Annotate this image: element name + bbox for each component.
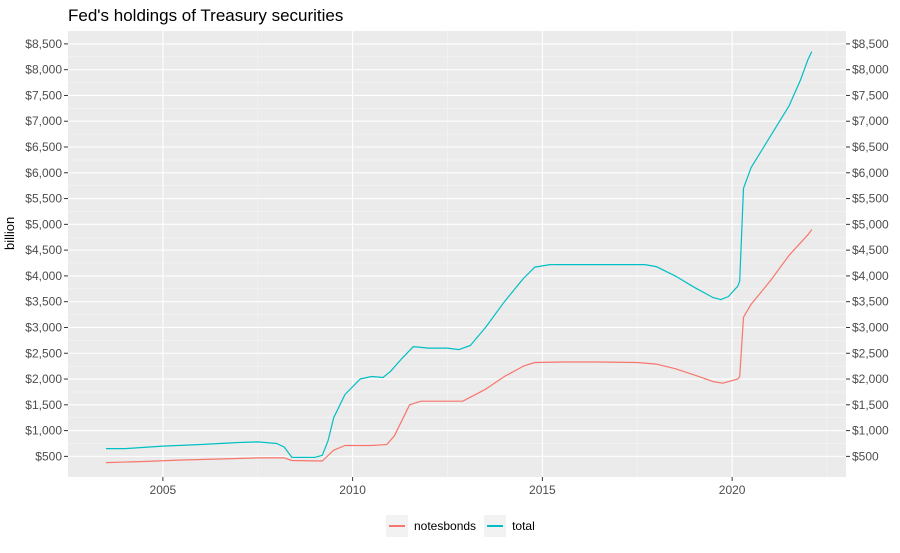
y-tick-label: $1,500 [25,398,62,412]
y2-tick-label: $6,500 [852,140,889,154]
y-tick-label: $3,000 [25,320,62,334]
legend: notesbonds total [386,515,543,537]
x-tick-label: 2015 [529,483,556,497]
y-axis-left: $500 $1,000 $1,500 $2,000 $2,500 $3,000 $3,500… [25,37,68,463]
plot-panel [68,31,846,477]
x-tick-label: 2005 [150,483,177,497]
x-axis: 2005 2010 2015 2020 [150,477,746,497]
y2-tick-label: $1,000 [852,424,889,438]
y-tick-label: $5,000 [25,217,62,231]
legend-key [386,515,408,537]
y2-tick-label: $5,500 [852,192,889,206]
y2-tick-label: $4,000 [852,269,889,283]
y2-tick-label: $3,000 [852,320,889,334]
legend-swatch [389,525,405,527]
y-tick-label: $7,000 [25,114,62,128]
y-axis-right: $500 $1,000 $1,500 $2,000 $2,500 $3,000 $3,500… [846,37,889,463]
legend-item-notesbonds: notesbonds [386,515,476,537]
legend-swatch [487,525,504,527]
y2-tick-label: $6,000 [852,166,889,180]
y2-tick-label: $2,000 [852,372,889,386]
y2-tick-label: $1,500 [852,398,889,412]
x-tick-label: 2010 [339,483,366,497]
y-tick-label: $8,500 [25,37,62,51]
x-tick-label: 2020 [719,483,746,497]
y-tick-label: $7,500 [25,88,62,102]
y-tick-label: $4,500 [25,243,62,257]
series-line-total [106,51,813,458]
y-tick-label: $6,000 [25,166,62,180]
y-tick-label: $8,000 [25,63,62,77]
y2-tick-label: $4,500 [852,243,889,257]
y2-tick-label: $3,500 [852,295,889,309]
y-tick-label: $4,000 [25,269,62,283]
y-tick-label: $1,000 [25,424,62,438]
series-layer [105,51,813,464]
y-tick-label: $500 [35,449,62,463]
major-gridlines [68,31,846,477]
legend-label: notesbonds [414,519,477,533]
y2-tick-label: $8,500 [852,37,889,51]
legend-item-total: total [484,515,535,537]
chart-title: Fed's holdings of Treasury securities [68,6,344,25]
y-tick-label: $2,500 [25,346,62,360]
y-tick-label: $2,000 [25,372,62,386]
legend-label: total [512,519,535,533]
y2-tick-label: $5,000 [852,217,889,231]
y2-tick-label: $8,000 [852,63,889,77]
y-tick-label: $3,500 [25,295,62,309]
y-tick-label: $6,500 [25,140,62,154]
series-line-notesbonds [105,229,813,464]
y-tick-label: $5,500 [25,192,62,206]
y2-tick-label: $500 [852,449,879,463]
y2-tick-label: $7,000 [852,114,889,128]
legend-key [484,515,507,537]
y2-tick-label: $7,500 [852,88,889,102]
y2-tick-label: $2,500 [852,346,889,360]
minor-gridlines [68,31,846,477]
